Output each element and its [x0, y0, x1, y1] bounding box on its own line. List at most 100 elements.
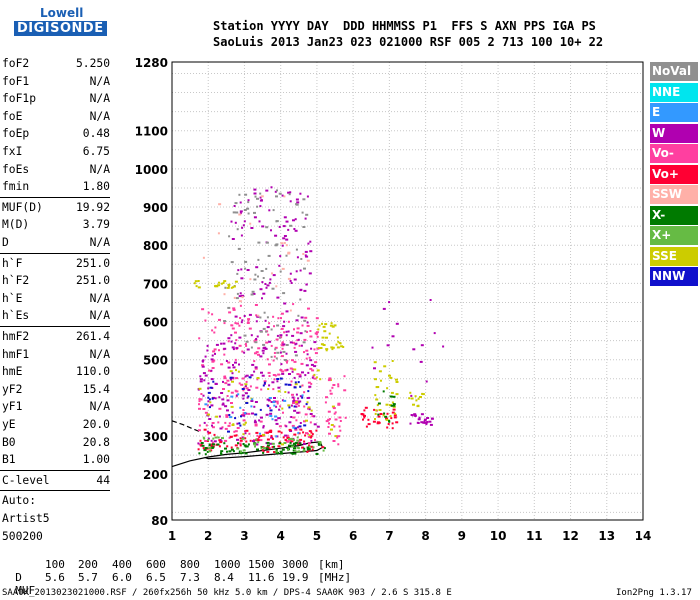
echo-point	[295, 342, 298, 345]
echo-point	[250, 334, 253, 337]
echo-point	[228, 414, 231, 416]
echo-point	[313, 348, 316, 351]
echo-point	[330, 424, 334, 426]
echo-point	[274, 348, 277, 351]
echo-point	[300, 258, 303, 260]
echo-point	[292, 303, 295, 306]
echo-point	[254, 401, 258, 403]
param-name: foE	[2, 109, 23, 123]
echo-point	[419, 360, 423, 363]
echo-point	[263, 346, 267, 349]
echo-point	[299, 373, 302, 376]
y-tick-label: 800	[143, 239, 168, 253]
echo-point	[283, 242, 286, 244]
echo-point	[332, 407, 336, 410]
echo-point	[266, 438, 270, 441]
echo-point	[273, 397, 276, 399]
echo-point	[316, 335, 319, 338]
echo-point	[251, 290, 255, 293]
echo-point	[244, 385, 247, 388]
echo-point	[283, 399, 287, 402]
echo-point	[262, 343, 266, 346]
echo-point	[281, 347, 284, 350]
echo-point	[365, 425, 368, 428]
echo-point	[240, 234, 243, 237]
echo-point	[282, 325, 286, 328]
muf-table-distance: 100	[45, 558, 65, 571]
echo-point	[214, 326, 217, 329]
header-line-2: SaoLuis 2013 Jan23 023 021000 RSF 005 2 …	[213, 35, 604, 49]
echo-point	[303, 391, 306, 394]
echo-point	[242, 419, 246, 422]
echo-point	[291, 396, 295, 399]
echo-point	[207, 382, 210, 385]
echo-point	[293, 399, 296, 402]
echo-point	[219, 427, 223, 430]
echo-point	[245, 344, 248, 347]
echo-point	[328, 432, 331, 435]
echo-point	[267, 254, 271, 257]
param-row: MUF(D) 19.92	[2, 199, 110, 216]
echo-point	[271, 272, 273, 275]
echo-point	[234, 331, 237, 334]
echo-point	[310, 435, 313, 438]
echo-point	[314, 439, 316, 442]
echo-point	[426, 421, 429, 424]
echo-point	[391, 427, 394, 430]
echo-point	[245, 402, 249, 404]
echo-point	[219, 439, 222, 441]
y-tick-label: 80	[151, 514, 168, 528]
echo-point	[242, 433, 245, 436]
echo-point	[266, 284, 270, 287]
echo-point	[410, 414, 413, 416]
echo-point	[378, 409, 382, 411]
echo-point	[244, 267, 247, 270]
echo-point	[336, 336, 339, 339]
echo-point	[385, 403, 389, 406]
param-value: N/A	[89, 92, 110, 106]
echo-point	[242, 443, 245, 445]
echo-point	[426, 417, 430, 419]
echo-point	[244, 452, 248, 455]
echo-point	[376, 404, 379, 407]
echo-point	[428, 420, 432, 423]
echo-point	[208, 418, 212, 420]
echo-point	[281, 267, 285, 270]
echo-point	[197, 286, 201, 289]
echo-point	[275, 338, 279, 341]
param-row: foF1 N/A	[2, 73, 110, 90]
echo-point	[425, 380, 428, 383]
echo-point	[308, 356, 311, 359]
echo-point	[308, 396, 310, 399]
echo-point	[310, 445, 314, 448]
echo-point	[235, 339, 238, 342]
echo-point	[294, 229, 298, 232]
echo-point	[292, 426, 296, 429]
echo-point	[304, 374, 307, 377]
echo-point	[275, 451, 279, 454]
echo-point	[279, 270, 282, 273]
echo-point	[279, 405, 282, 408]
echo-point	[251, 398, 254, 401]
param-name: hmE	[2, 365, 23, 379]
echo-point	[242, 423, 246, 426]
echo-point	[291, 452, 294, 455]
echo-point	[278, 336, 281, 339]
echo-point	[227, 390, 230, 393]
echo-point	[287, 448, 290, 451]
echo-point	[232, 348, 235, 351]
echo-point	[220, 453, 223, 456]
echo-point	[238, 422, 241, 425]
param-row: C-level 44	[2, 472, 110, 489]
echo-point	[274, 415, 278, 418]
echo-point	[199, 439, 202, 442]
echo-point	[317, 328, 320, 331]
echo-point	[291, 393, 294, 396]
echo-point	[289, 341, 293, 344]
echo-point	[277, 430, 281, 433]
echo-point	[373, 408, 376, 411]
echo-point	[250, 293, 254, 296]
legend-item: Vo-	[650, 144, 698, 163]
echo-point	[281, 372, 285, 375]
echo-point	[231, 380, 234, 383]
